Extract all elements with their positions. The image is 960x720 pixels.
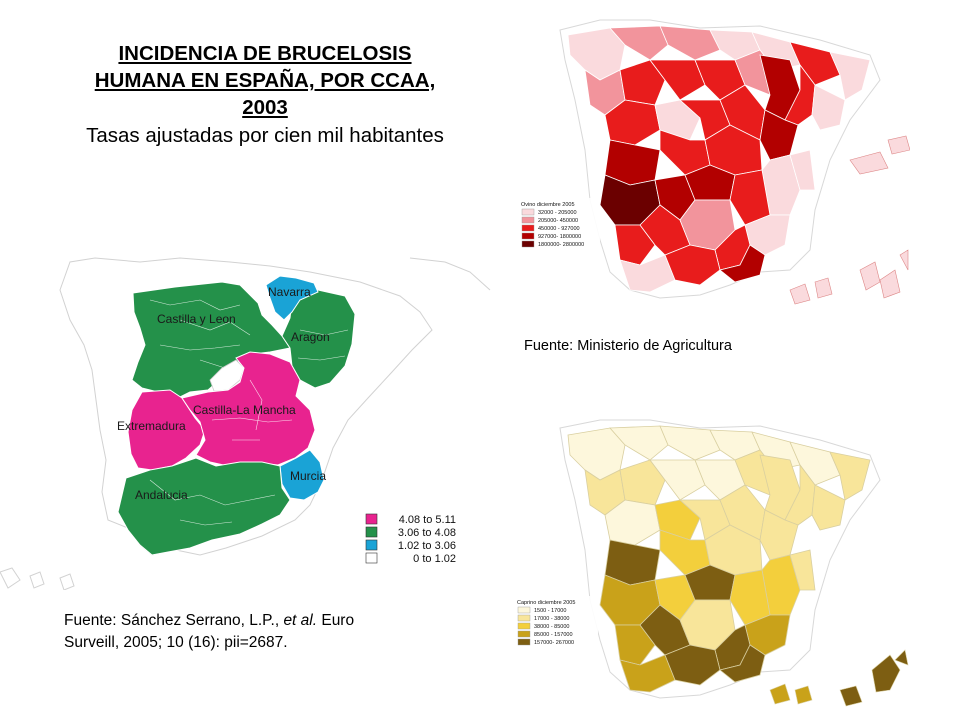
- legend-label: 3.06 to 4.08: [398, 527, 456, 539]
- label-castilla-y-leon: Castilla y Leon: [157, 312, 236, 326]
- legend-swatch: [517, 622, 531, 630]
- legend-label: 4.08 to 5.11: [399, 514, 456, 526]
- title-line-3: 2003: [242, 96, 288, 119]
- legend-swatch: [517, 630, 531, 638]
- source-agriculture: Fuente: Ministerio de Agricultura: [524, 338, 732, 354]
- legend-label: 17000 - 38000: [534, 616, 569, 622]
- legend-swatch: [521, 216, 535, 224]
- label-castilla-la-mancha: Castilla-La Mancha: [193, 403, 296, 417]
- legend-label: 927000- 1800000: [538, 234, 581, 240]
- legend-swatch: [517, 638, 531, 646]
- legend-label: 157000- 267000: [534, 640, 574, 646]
- caprine-legend-title: Caprino diciembre 2005: [517, 600, 575, 606]
- legend-label: 0 to 1.02: [413, 553, 456, 565]
- legend-label: 32000 - 205000: [538, 210, 577, 216]
- legend-swatch: [365, 526, 378, 538]
- source-paper-line2: Surveill, 2005; 10 (16): pii=2687.: [64, 634, 288, 651]
- label-extremadura: Extremadura: [117, 419, 186, 433]
- legend-label: 205000- 450000: [538, 218, 578, 224]
- legend-swatch: [365, 513, 378, 525]
- ovine-map: Ovino diciembre 2005 32000 - 205000 2050…: [510, 15, 910, 315]
- legend-label: 85000 - 157000: [534, 632, 573, 638]
- source-paper-line1-a: Fuente: Sánchez Serrano, L.P.,: [64, 612, 284, 629]
- legend-swatch: [365, 539, 378, 551]
- source-paper-line1-c: Euro: [317, 612, 355, 629]
- legend-swatch: [521, 240, 535, 248]
- caprine-map: Caprino diciembre 2005 1500 - 17000 1700…: [510, 415, 910, 715]
- region-aragon: [281, 289, 356, 389]
- title-line-1: INCIDENCIA DE BRUCELOSIS: [118, 42, 412, 65]
- region-murcia: [279, 449, 325, 501]
- source-paper-et-al: et al.: [283, 612, 318, 629]
- legend-swatch: [521, 224, 535, 232]
- incidence-legend: 4.08 to 5.11 3.06 to 4.08 1.02 to 3.06 0…: [365, 513, 456, 565]
- legend-label: 450000 - 927000: [538, 226, 580, 232]
- caprine-legend: Caprino diciembre 2005 1500 - 17000 1700…: [514, 596, 598, 648]
- region-andalucia: [117, 457, 291, 556]
- subtitle: Tasas ajustadas por cien mil habitantes: [86, 124, 444, 147]
- region-castilla-la-mancha: [181, 351, 316, 467]
- legend-label: 1800000- 2800000: [538, 242, 584, 248]
- legend-swatch: [365, 552, 378, 564]
- ovine-legend: Ovino diciembre 2005 32000 - 205000 2050…: [518, 198, 600, 250]
- title-block: INCIDENCIA DE BRUCELOSIS HUMANA EN ESPAÑ…: [40, 40, 490, 150]
- title-line-2: HUMANA EN ESPAÑA, POR CCAA,: [94, 69, 436, 92]
- region-navarra: [265, 275, 319, 321]
- legend-swatch: [521, 208, 535, 216]
- label-navarra: Navarra: [268, 285, 311, 299]
- legend-swatch: [521, 232, 535, 240]
- label-aragon: Aragon: [291, 330, 330, 344]
- label-andalucia: Andalucia: [135, 488, 188, 502]
- legend-swatch: [517, 606, 531, 614]
- ovine-legend-title: Ovino diciembre 2005: [521, 202, 575, 208]
- incidence-map: Navarra Castilla y Leon Aragon Castilla-…: [0, 250, 510, 590]
- source-paper: Fuente: Sánchez Serrano, L.P., et al. Eu…: [64, 610, 354, 654]
- legend-label: 1.02 to 3.06: [398, 540, 456, 552]
- label-murcia: Murcia: [290, 469, 326, 483]
- legend-label: 38000 - 85000: [534, 624, 569, 630]
- legend-label: 1500 - 17000: [534, 608, 566, 614]
- legend-swatch: [517, 614, 531, 622]
